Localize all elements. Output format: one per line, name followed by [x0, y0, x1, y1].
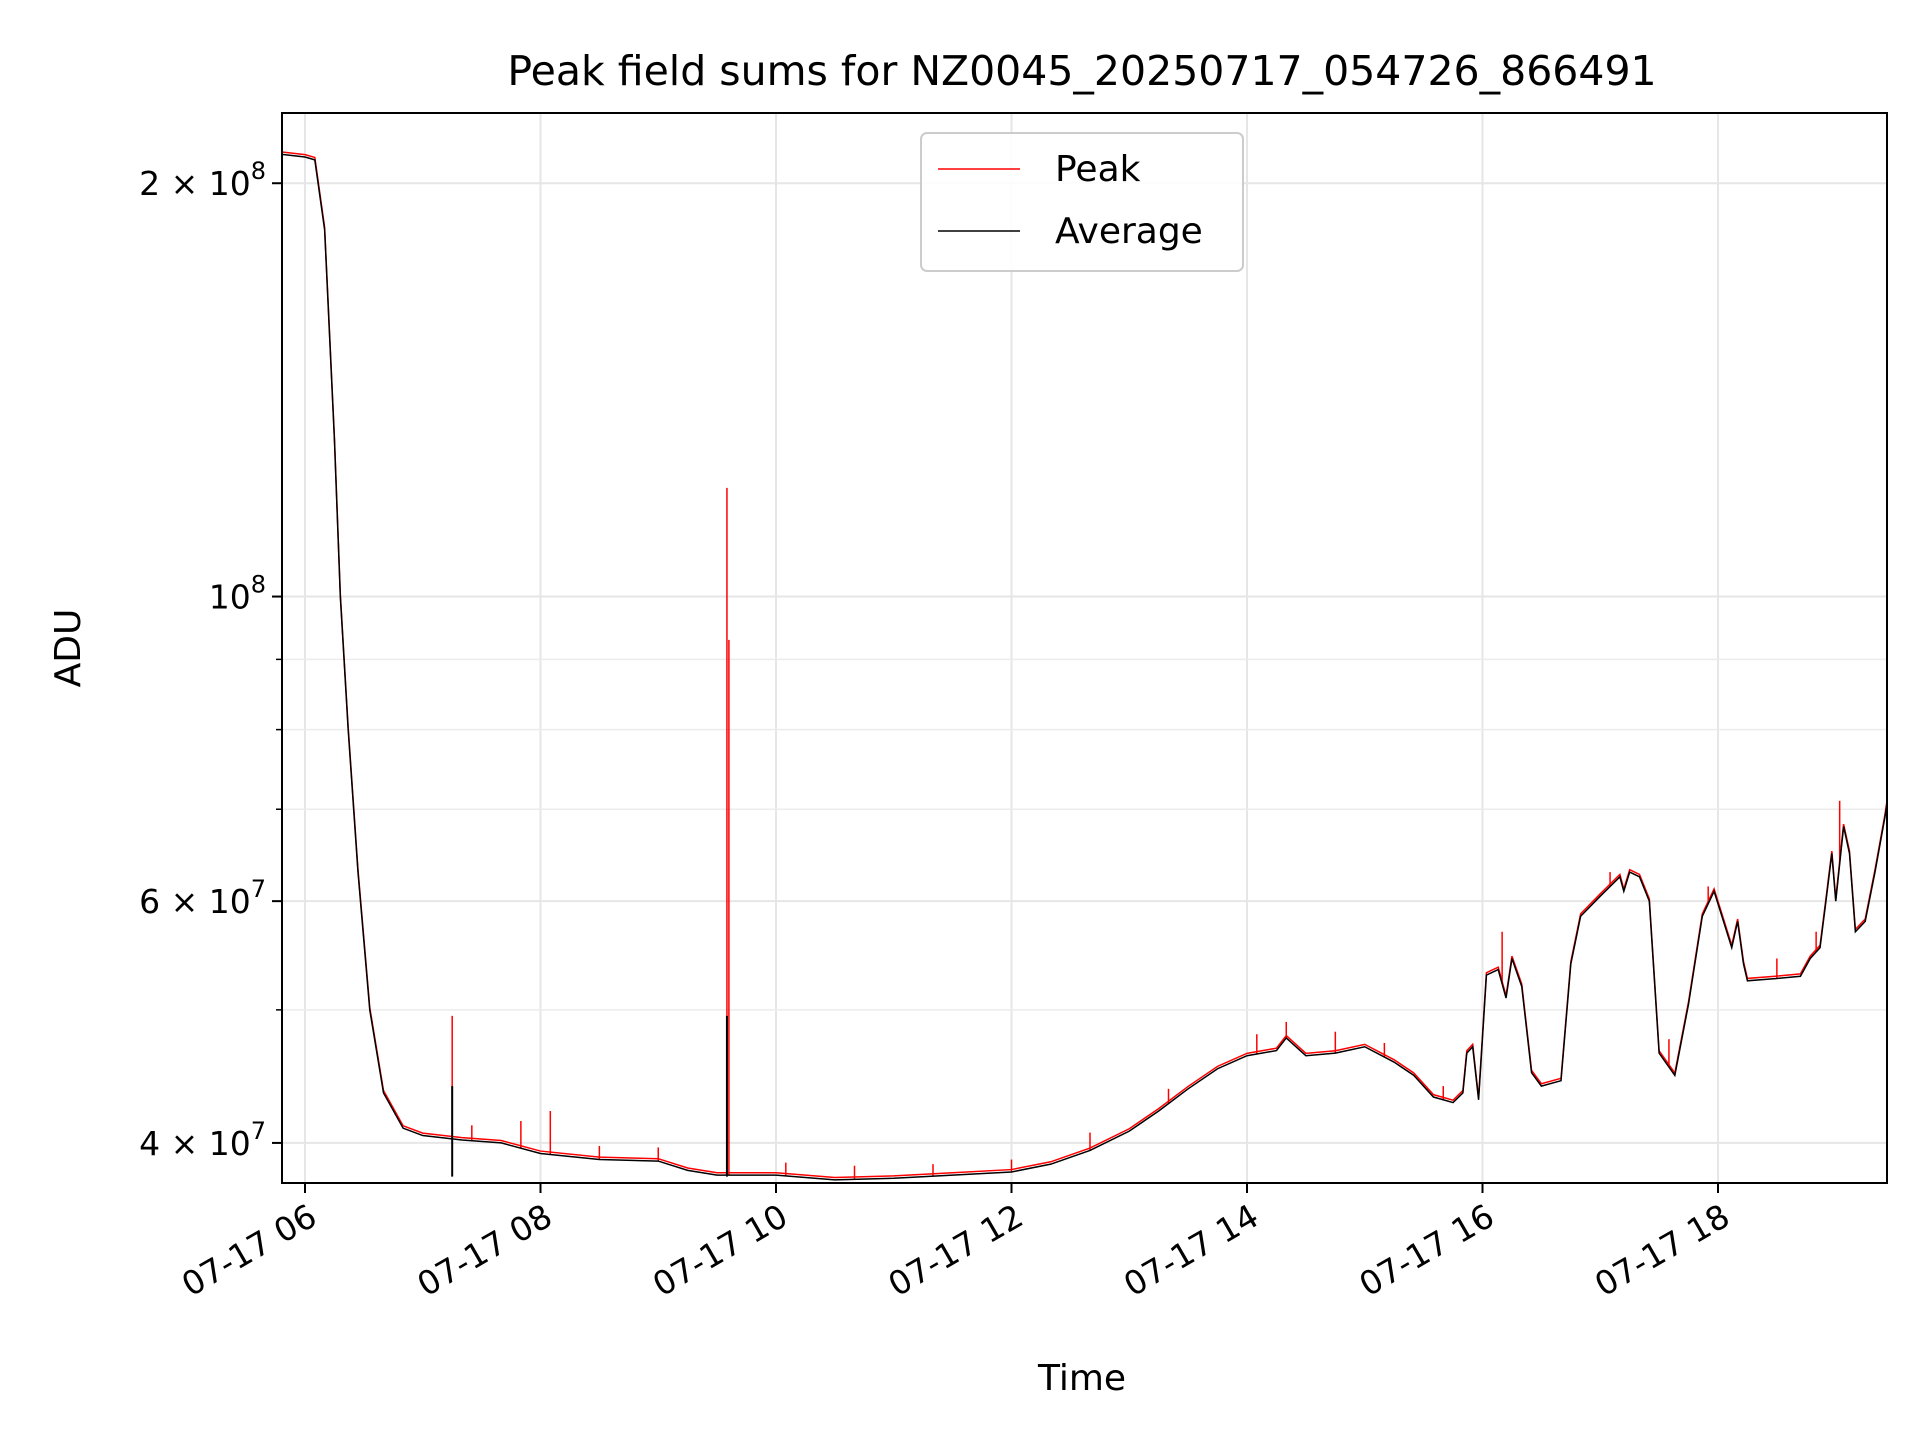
series-layer	[282, 151, 1887, 1181]
series-average-line	[282, 153, 1887, 1181]
chart-title: Peak field sums for NZ0045_20250717_0547…	[507, 47, 1656, 95]
legend-box	[920, 132, 1244, 272]
plot-frame	[281, 112, 1888, 1184]
grid	[282, 113, 1887, 1183]
legend: Peak Average	[920, 132, 1244, 272]
x-axis-label: Time	[1037, 1358, 1126, 1399]
y-tick-label-1: 108	[209, 571, 266, 617]
y-tick-label-0: 2 × 108	[139, 157, 266, 203]
legend-label-peak: Peak	[1055, 149, 1141, 190]
y-axis: 2 × 108 108 6 × 107 4 × 107	[139, 157, 282, 1163]
y-tick-label-3: 4 × 107	[139, 1117, 266, 1163]
legend-label-average: Average	[1055, 211, 1203, 252]
y-tick-label-2: 6 × 107	[139, 875, 266, 921]
y-axis-label: ADU	[48, 609, 89, 688]
